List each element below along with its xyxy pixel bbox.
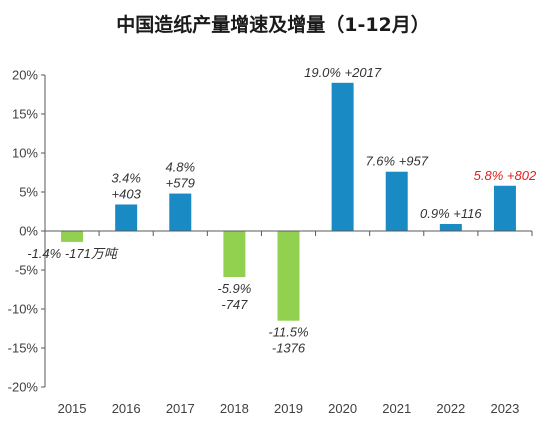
- bar-2019: [277, 231, 300, 321]
- data-label-2018: -747: [221, 297, 248, 312]
- y-axis: -20% -15% -10% -5% 0% 5% 10% 15% 20%: [8, 68, 46, 395]
- x-tick-label: 2022: [436, 401, 465, 416]
- x-tick-label: 2023: [490, 401, 519, 416]
- y-tick-label: 10%: [12, 146, 38, 161]
- y-tick-label: -15%: [8, 341, 39, 356]
- data-label-2016: +403: [112, 186, 142, 201]
- data-label-2017: +579: [166, 176, 195, 191]
- x-tick-label: 2019: [274, 401, 303, 416]
- y-tick-label: 15%: [12, 107, 38, 122]
- bar-2023: [493, 185, 516, 231]
- x-tick-label: 2016: [112, 401, 141, 416]
- x-tick-label: 2018: [220, 401, 249, 416]
- data-label-2019: -1376: [272, 341, 306, 356]
- bar-2020: [331, 82, 354, 231]
- bar-2016: [115, 204, 138, 231]
- data-label-2023: 5.8% +802: [474, 168, 537, 183]
- y-tick-label: -10%: [8, 302, 39, 317]
- bar-2022: [439, 223, 462, 231]
- data-label-2017: 4.8%: [165, 160, 195, 175]
- x-tick-label: 2021: [382, 401, 411, 416]
- bars: [61, 82, 516, 321]
- data-label-2022: 0.9% +116: [420, 206, 482, 221]
- bar-2021: [385, 171, 408, 231]
- data-label-2015: -1.4% -171万吨: [27, 246, 119, 261]
- data-label-2019: -11.5%: [268, 325, 308, 340]
- bar-2017: [169, 193, 192, 231]
- chart-title: 中国造纸产量增速及增量（1-12月）: [116, 14, 430, 36]
- y-tick-label: -20%: [8, 380, 39, 395]
- bar-2015: [61, 231, 84, 242]
- y-tick-label: 0%: [19, 224, 38, 239]
- data-label-2021: 7.6% +957: [365, 154, 428, 169]
- y-tick-label: -5%: [15, 263, 39, 278]
- data-label-2020: 19.0% +2017: [304, 65, 382, 80]
- data-labels: -1.4% -171万吨 3.4%+403 4.8%+579 -5.9%-747 -11…: [27, 65, 537, 356]
- x-axis: 2015 2016 2017 2018 2019 2020 2021 2022 2023: [44, 230, 533, 416]
- x-tick-label: 2015: [58, 401, 87, 416]
- y-tick-label: 5%: [19, 185, 38, 200]
- bar-2018: [223, 231, 246, 278]
- x-tick-label: 2017: [166, 401, 195, 416]
- y-tick-label: 20%: [12, 68, 38, 83]
- data-label-2016: 3.4%: [111, 170, 141, 185]
- x-tick-label: 2020: [328, 401, 357, 416]
- data-label-2018: -5.9%: [217, 281, 251, 296]
